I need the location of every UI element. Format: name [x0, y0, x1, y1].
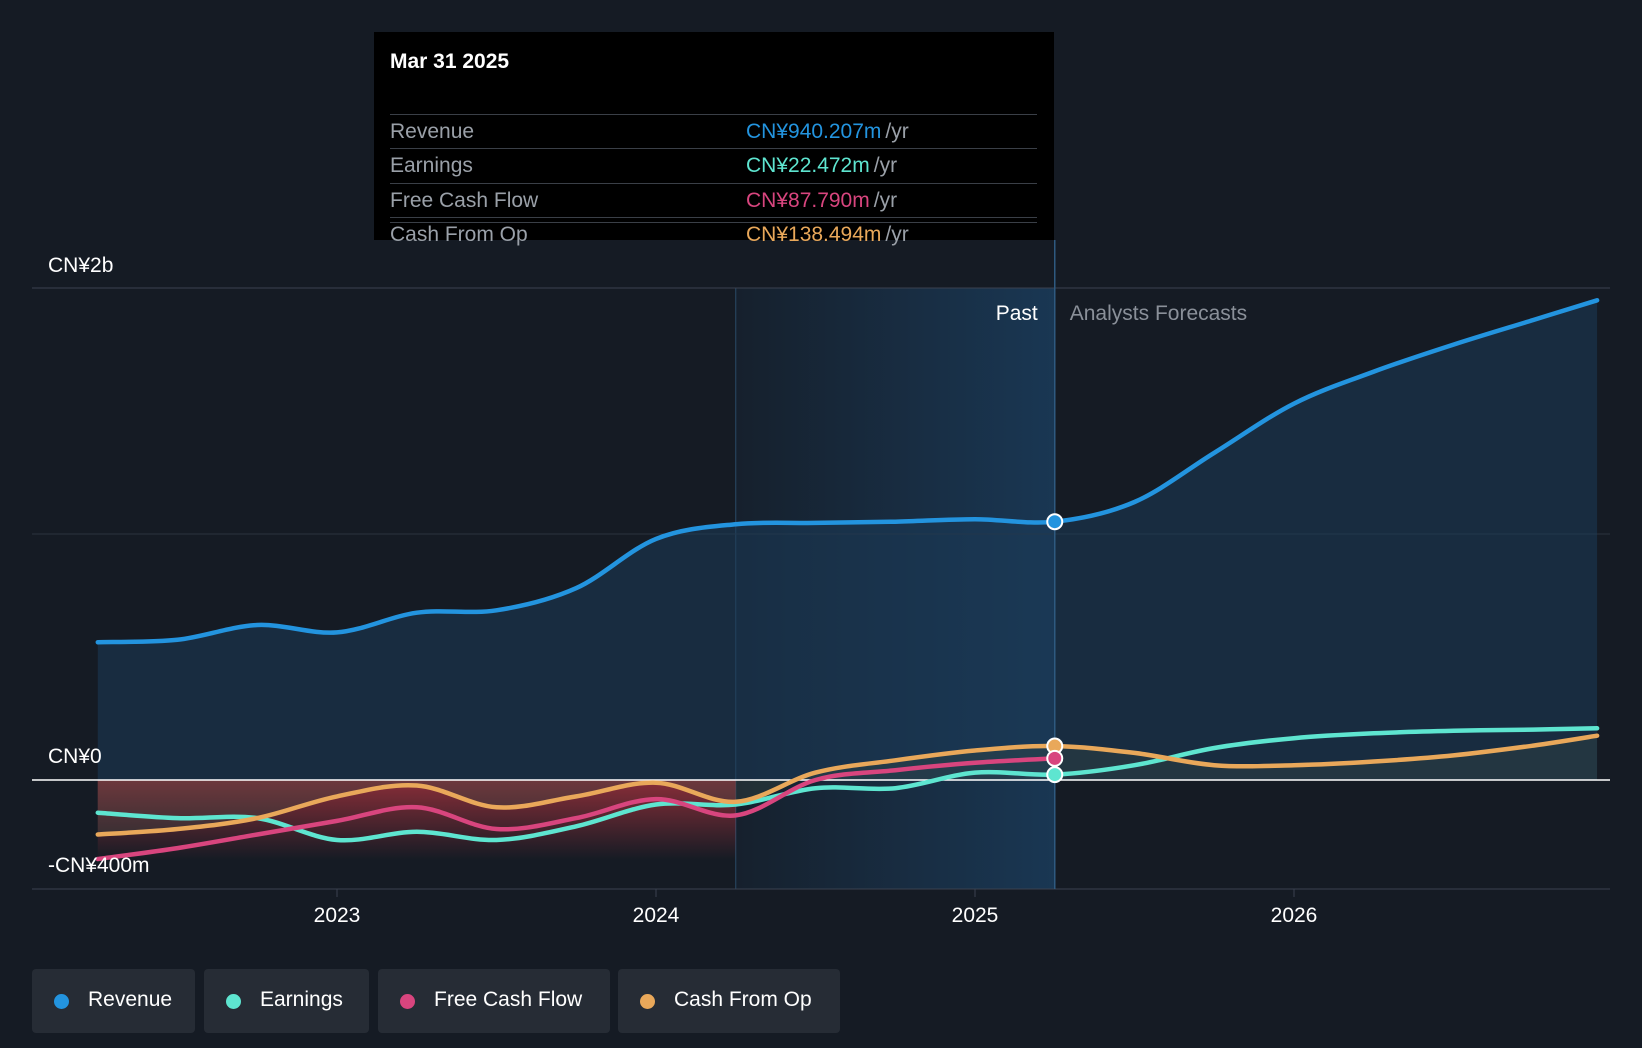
legend-label: Revenue	[88, 988, 173, 1011]
cash-from-op-dot-icon	[640, 994, 655, 1009]
tooltip-date: Mar 31 2025	[390, 50, 510, 73]
legend-label: Cash From Op	[674, 988, 812, 1011]
x-tick-label: 2026	[1271, 904, 1318, 927]
x-tick-label: 2023	[314, 904, 361, 927]
y-tick-label: -CN¥400m	[48, 854, 150, 877]
revenue-dot-icon	[54, 994, 69, 1009]
x-tick-label: 2025	[952, 904, 999, 927]
earnings-dot-icon	[226, 994, 241, 1009]
legend-item-free-cash-flow[interactable]: Free Cash Flow	[378, 969, 610, 1033]
negative-area	[97, 780, 736, 860]
tooltip-divider	[390, 222, 1037, 223]
tooltip-row-free-cash-flow: Free Cash Flow CN¥87.790m/yr	[390, 183, 1037, 218]
past-label: Past	[996, 302, 1038, 325]
earnings-marker	[1046, 766, 1064, 784]
legend-label: Earnings	[260, 988, 343, 1011]
free-cash-flow-line	[95, 756, 1058, 862]
revenue-marker	[1046, 513, 1064, 531]
free-cash-flow-marker	[1046, 749, 1064, 767]
cash-from-op-line	[95, 733, 1600, 837]
tooltip-label: Cash From Op	[390, 223, 528, 246]
tooltip-row-cash-from-op: Cash From Op CN¥138.494m/yr	[390, 217, 1037, 252]
tooltip-label: Revenue	[390, 120, 475, 143]
revenue-area	[97, 300, 1598, 780]
y-tick-label: CN¥0	[48, 745, 102, 768]
tooltip-value: CN¥22.472m/yr	[746, 154, 898, 177]
revenue-line	[95, 298, 1600, 645]
tooltip-row-earnings: Earnings CN¥22.472m/yr	[390, 148, 1037, 183]
legend-label: Free Cash Flow	[434, 988, 583, 1011]
tooltip-value: CN¥138.494m/yr	[746, 223, 909, 246]
tooltip-row-revenue: Revenue CN¥940.207m/yr	[390, 114, 1037, 149]
tooltip-label: Earnings	[390, 154, 473, 177]
earnings-line	[95, 726, 1600, 843]
x-tick-label: 2024	[633, 904, 680, 927]
tooltip-value: CN¥87.790m/yr	[746, 189, 898, 212]
forecast-label: Analysts Forecasts	[1070, 302, 1247, 325]
tooltip-label: Free Cash Flow	[390, 189, 539, 212]
data-tooltip: Mar 31 2025 Revenue CN¥940.207m/yr Earni…	[374, 32, 1054, 246]
y-tick-label: CN¥2b	[48, 254, 113, 277]
legend-item-earnings[interactable]: Earnings	[204, 969, 369, 1033]
free-cash-flow-dot-icon	[400, 994, 415, 1009]
tooltip-value: CN¥940.207m/yr	[746, 120, 909, 143]
legend-item-cash-from-op[interactable]: Cash From Op	[618, 969, 840, 1033]
legend-item-revenue[interactable]: Revenue	[32, 969, 195, 1033]
